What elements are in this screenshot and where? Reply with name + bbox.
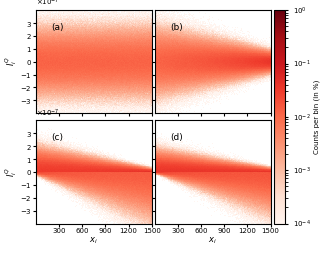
Text: (c): (c) <box>51 133 63 142</box>
Y-axis label: Counts per bin (in %): Counts per bin (in %) <box>314 80 320 154</box>
Text: (d): (d) <box>170 133 183 142</box>
Text: (a): (a) <box>51 23 64 31</box>
X-axis label: $x_i$: $x_i$ <box>208 235 217 246</box>
Y-axis label: $I_i^Q$: $I_i^Q$ <box>3 57 19 67</box>
X-axis label: $x_i$: $x_i$ <box>90 235 98 246</box>
Text: (b): (b) <box>170 23 183 31</box>
Y-axis label: $I_i^Q$: $I_i^Q$ <box>3 167 19 177</box>
